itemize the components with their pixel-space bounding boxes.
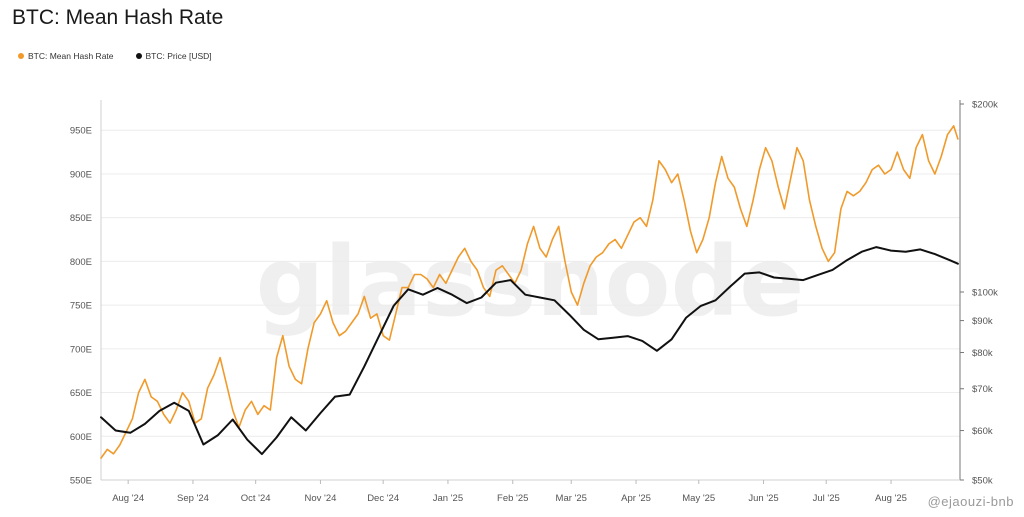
right-tick-label-4: $90k bbox=[972, 316, 993, 327]
legend-swatch-hash-rate bbox=[18, 53, 24, 59]
left-axis: 550E 600E 650E 700E 750E 800E 850E 900E 950E bbox=[70, 100, 102, 487]
x-tick-label-8: Apr '25 bbox=[621, 493, 651, 504]
left-tick-label-3: 700E bbox=[70, 344, 92, 355]
x-tick-label-1: Sep '24 bbox=[177, 493, 209, 504]
x-axis: Aug '24 Sep '24 Oct '24 Nov '24 Dec '24 Jan '… bbox=[101, 479, 960, 504]
left-tick-label-7: 900E bbox=[70, 169, 92, 180]
right-tick-label-6: $200k bbox=[972, 100, 998, 111]
right-axis: $50k $60k $70k $80k $90k $100k $200k bbox=[959, 100, 998, 487]
legend-item-hash-rate[interactable]: BTC: Mean Hash Rate bbox=[18, 51, 114, 61]
left-tick-label-2: 650E bbox=[70, 388, 92, 399]
left-tick-label-5: 800E bbox=[70, 257, 92, 268]
series-lines bbox=[100, 125, 959, 459]
left-tick-label-8: 950E bbox=[70, 126, 92, 137]
chart-legend: BTC: Mean Hash Rate BTC: Price [USD] bbox=[18, 51, 212, 61]
chart-title: BTC: Mean Hash Rate bbox=[12, 6, 224, 29]
series-line-price bbox=[100, 246, 959, 456]
x-tick-label-4: Dec '24 bbox=[367, 493, 399, 504]
left-tick-label-0: 550E bbox=[70, 476, 92, 487]
x-tick-label-5: Jan '25 bbox=[433, 493, 463, 504]
left-tick-label-1: 600E bbox=[70, 432, 92, 443]
grid-lines bbox=[101, 129, 960, 481]
watermark-text: glassnode bbox=[256, 226, 805, 338]
legend-label-price: BTC: Price [USD] bbox=[145, 51, 212, 61]
x-tick-label-11: Jul '25 bbox=[813, 493, 840, 504]
x-tick-label-6: Feb '25 bbox=[497, 493, 528, 504]
left-tick-label-4: 750E bbox=[70, 301, 92, 312]
left-tick-label-6: 850E bbox=[70, 213, 92, 224]
right-tick-label-1: $60k bbox=[972, 426, 993, 437]
x-tick-label-10: Jun '25 bbox=[748, 493, 778, 504]
right-tick-label-2: $70k bbox=[972, 384, 993, 395]
x-tick-label-0: Aug '24 bbox=[112, 493, 144, 504]
right-tick-label-5: $100k bbox=[972, 288, 998, 299]
series-line-hash-rate bbox=[100, 125, 959, 459]
x-tick-label-3: Nov '24 bbox=[304, 493, 336, 504]
credit-text: @ejaouzi-bnb bbox=[927, 494, 1014, 509]
x-tick-label-12: Aug '25 bbox=[875, 493, 907, 504]
right-tick-label-3: $80k bbox=[972, 348, 993, 359]
x-tick-label-2: Oct '24 bbox=[241, 493, 271, 504]
right-tick-label-0: $50k bbox=[972, 476, 993, 487]
legend-label-hash-rate: BTC: Mean Hash Rate bbox=[28, 51, 114, 61]
legend-swatch-price bbox=[135, 53, 142, 59]
x-tick-label-7: Mar '25 bbox=[556, 493, 587, 504]
legend-item-price[interactable]: BTC: Price [USD] bbox=[135, 51, 212, 61]
x-tick-label-9: May '25 bbox=[682, 493, 715, 504]
